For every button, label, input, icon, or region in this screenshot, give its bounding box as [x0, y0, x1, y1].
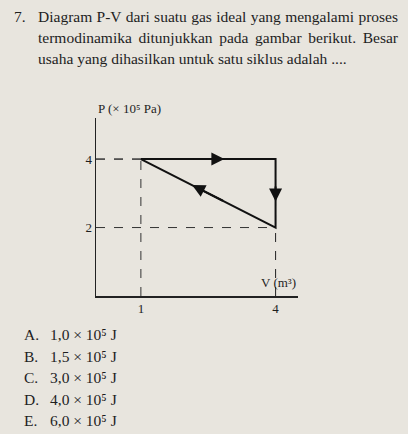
html-text:3,0 × 10⁵ J: 3,0 × 10⁵ J: [50, 369, 117, 386]
html-text:1,5 × 10⁵ J: 1,5 × 10⁵ J: [50, 347, 117, 365]
svg-text:2: 2: [85, 220, 92, 235]
html-text:1,0 × 10⁵ J: 1,0 × 10⁵ J: [50, 326, 117, 343]
svg-text:P (× 10⁵ Pa): P (× 10⁵ Pa): [98, 101, 161, 116]
html-text:6,0 × 10⁵ J: 6,0 × 10⁵ J: [50, 412, 117, 429]
svg-text:1: 1: [138, 301, 145, 316]
html-text:C.: C.: [24, 369, 39, 386]
html-text:A.: A.: [24, 326, 40, 343]
html-text:B.: B.: [24, 347, 39, 365]
svg-text:4: 4: [85, 152, 92, 167]
html-text:D.: D.: [24, 390, 40, 408]
svg-text:V (m³): V (m³): [261, 275, 296, 290]
html-text:4,0 × 10⁵ J: 4,0 × 10⁵ J: [50, 390, 117, 408]
html-text:Diagram P-V dari suatu gas ide: Diagram P-V dari suatu gas ideal yang me…: [38, 8, 398, 67]
html-text:E.: E.: [24, 412, 38, 429]
svg-text:4: 4: [272, 301, 279, 316]
html-text:7.: 7.: [14, 8, 26, 25]
